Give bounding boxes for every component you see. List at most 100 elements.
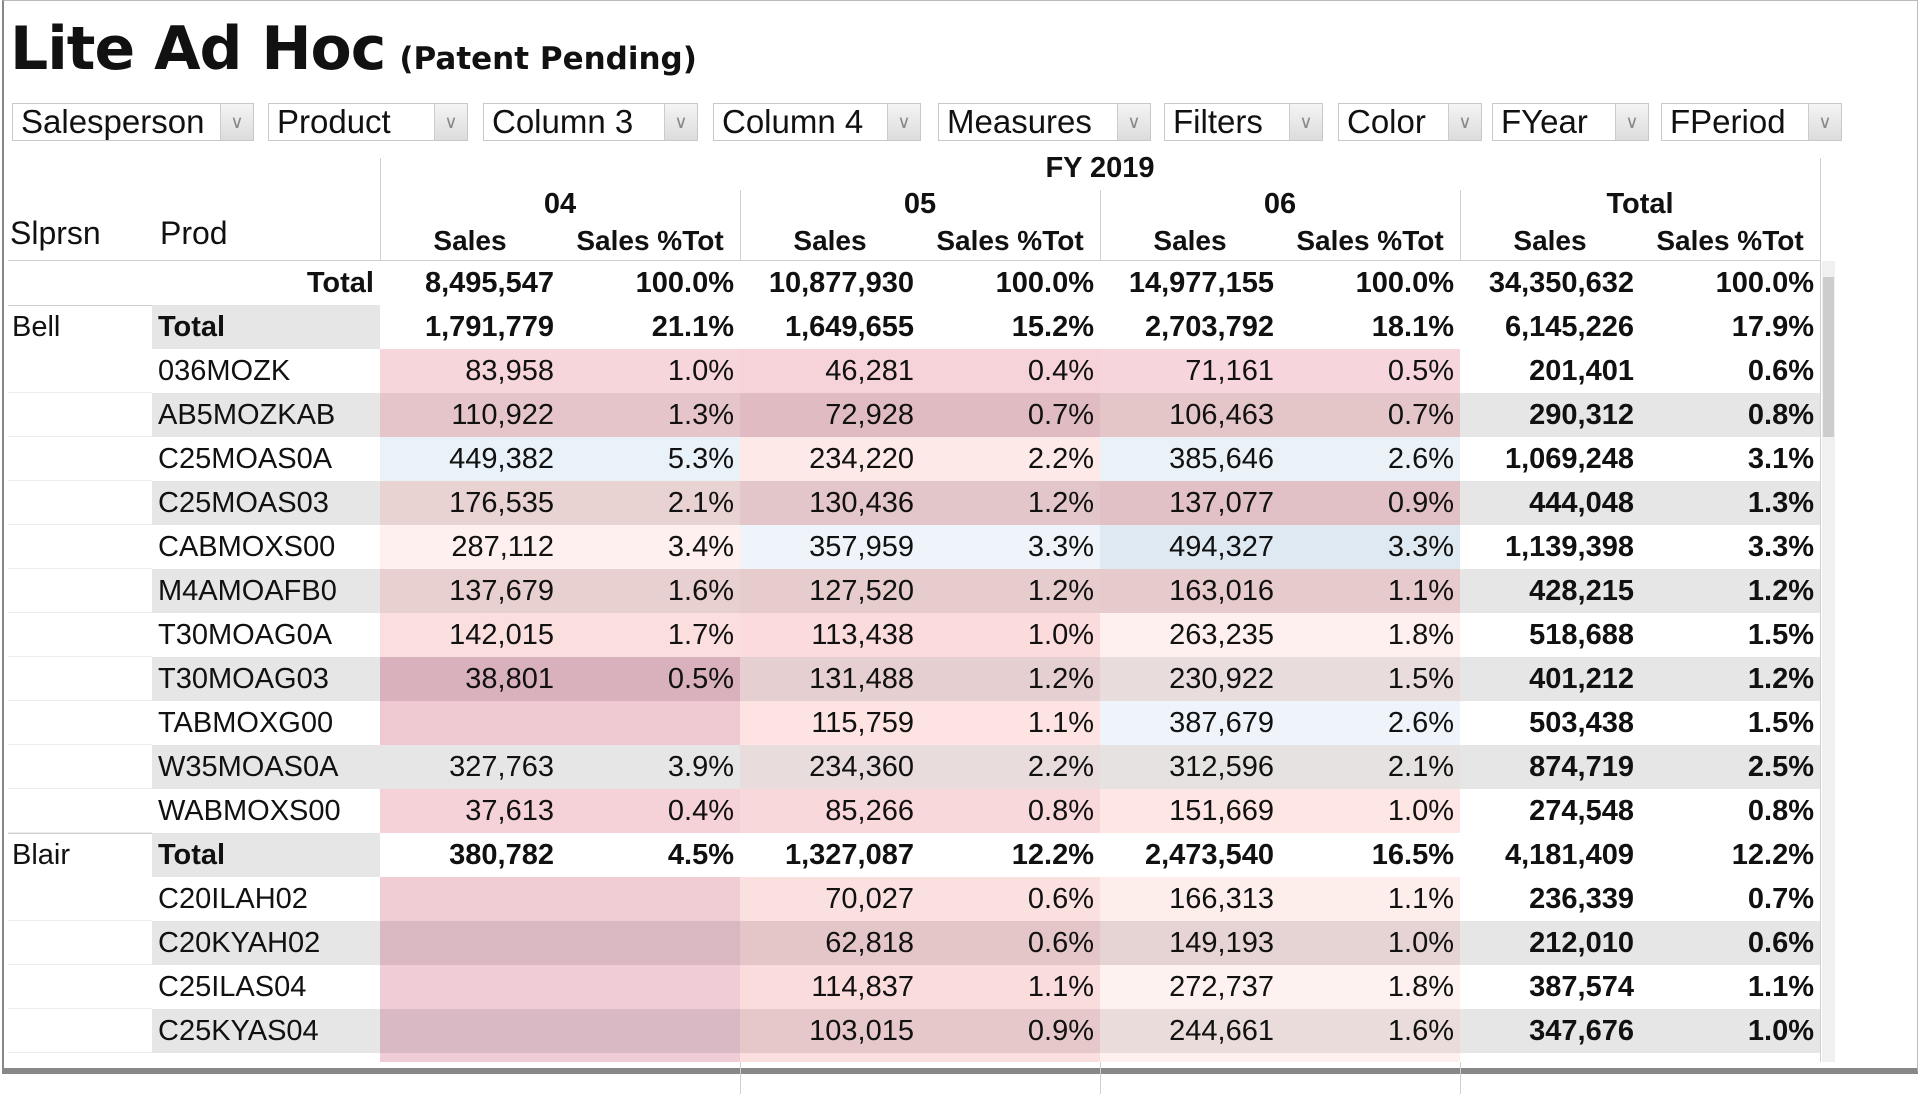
sales-value-cell: 71,161 [1185, 355, 1274, 387]
dropdown-fyear[interactable]: FYear ∨ [1492, 103, 1649, 141]
column-divider [1820, 158, 1821, 1062]
row-header-salesperson: Slprsn [10, 215, 101, 251]
dropdown-column-3[interactable]: Column 3 ∨ [483, 103, 698, 141]
table-row: 036MOZK 83,958 1.0% 46,281 0.4% 71,161 0.5% 201… [8, 349, 1820, 393]
sales-pct-cell: 3.9% [667, 751, 734, 783]
sales-value-cell: 72,928 [825, 399, 914, 431]
chevron-down-icon[interactable]: ∨ [434, 104, 467, 140]
sales-value-cell [380, 877, 560, 921]
sales-pct-cell: 0.5% [1387, 355, 1454, 387]
sales-value-cell: 113,438 [811, 619, 914, 651]
sales-pct-cell [1640, 1053, 1820, 1062]
sales-value-cell: 103,015 [809, 1015, 914, 1047]
dropdown-product[interactable]: Product ∨ [268, 103, 468, 141]
sales-value-cell: 127,520 [809, 575, 914, 607]
table-row: C20KYAH02 62,818 0.6% 149,193 1.0% 212,010 0.6… [8, 921, 1820, 965]
sales-pct-cell: 16.5% [1371, 839, 1454, 871]
sales-value-cell [380, 965, 560, 1009]
dropdown-fperiod[interactable]: FPeriod ∨ [1661, 103, 1842, 141]
sales-value-cell: 234,220 [809, 443, 914, 475]
table-row: C25MOAS03 176,535 2.1% 130,436 1.2% 137,077 0.… [8, 481, 1820, 525]
dropdown-color[interactable]: Color ∨ [1338, 103, 1482, 141]
sales-pct-cell: 0.6% [1747, 355, 1814, 387]
chevron-down-icon[interactable]: ∨ [664, 104, 697, 140]
dropdown-label: Color [1347, 103, 1426, 140]
sales-pct-cell: 4.5% [667, 839, 734, 871]
window-frame [2, 0, 1918, 1074]
sales-value-cell: 163,016 [1169, 575, 1274, 607]
table-row: C25MOAS0A 449,382 5.3% 234,220 2.2% 385,646 2.… [8, 437, 1820, 481]
chevron-down-icon[interactable]: ∨ [1808, 104, 1841, 140]
sales-value-cell [740, 1053, 920, 1062]
sales-pct-cell: 0.5% [667, 663, 734, 695]
period-header: 05 [903, 188, 937, 220]
vertical-scrollbar[interactable] [1822, 261, 1835, 1062]
sales-value-cell [1100, 1053, 1280, 1062]
sales-pct-cell: 2.2% [1027, 751, 1094, 783]
sales-value-cell [380, 1009, 560, 1053]
sales-value-cell: 10,877,930 [768, 267, 914, 299]
salesperson-cell [12, 261, 152, 305]
chevron-down-icon[interactable]: ∨ [220, 104, 253, 140]
salesperson-cell [12, 1053, 152, 1062]
product-cell: Total [152, 305, 380, 349]
sales-pct-cell: 1.3% [1747, 487, 1814, 519]
product-cell: WABMOXS00 [152, 789, 380, 833]
sales-value-cell: 449,382 [449, 443, 554, 475]
sales-value-cell: 312,596 [1169, 751, 1274, 783]
sales-value-cell: 62,818 [825, 927, 914, 959]
salesperson-cell [12, 701, 152, 745]
sales-value-cell: 2,473,540 [1144, 839, 1274, 871]
sales-pct-cell: 0.9% [1027, 1015, 1094, 1047]
measure-header-pct: Sales %Tot [576, 225, 724, 256]
dropdown-label: FPeriod [1670, 103, 1786, 140]
sales-value-cell: 110,922 [451, 399, 554, 431]
sales-value-cell: 8,495,547 [424, 267, 554, 299]
period-header: 06 [1263, 188, 1297, 220]
sales-value-cell: 70,027 [825, 883, 914, 915]
chevron-down-icon[interactable]: ∨ [887, 104, 920, 140]
salesperson-cell [12, 745, 152, 789]
measure-header-sales: Sales [793, 225, 867, 256]
dropdown-measures[interactable]: Measures ∨ [938, 103, 1151, 141]
salesperson-total-row: Blair Total 380,782 4.5% 1,327,087 12.2% 2,473… [8, 833, 1820, 877]
title-text: Lite Ad Hoc [10, 14, 386, 84]
sales-value-cell [380, 921, 560, 965]
sales-pct-cell: 1.6% [667, 575, 734, 607]
sales-pct-cell: 1.2% [1747, 575, 1814, 607]
sales-pct-cell: 0.6% [1027, 883, 1094, 915]
sales-pct-cell: 100.0% [1355, 267, 1454, 299]
sales-pct-cell: 2.1% [667, 487, 734, 519]
dropdown-filters[interactable]: Filters ∨ [1164, 103, 1323, 141]
app-title: Lite Ad Hoc (Patent Pending) [10, 14, 697, 84]
sales-pct-cell: 1.6% [1387, 1015, 1454, 1047]
sales-value-cell: 4,181,409 [1504, 839, 1634, 871]
sales-value-cell: 357,959 [809, 531, 914, 563]
grand-total-row: Total 8,495,547 100.0% 10,877,930 100.0% 14,9… [8, 261, 1820, 305]
measure-header-sales: Sales [1513, 225, 1587, 256]
chevron-down-icon[interactable]: ∨ [1117, 104, 1150, 140]
product-cell: C20ILAH02 [152, 877, 380, 921]
sales-value-cell: 130,436 [809, 487, 914, 519]
chevron-down-icon[interactable]: ∨ [1289, 104, 1322, 140]
table-row [8, 1053, 1820, 1062]
product-cell: C25ILAS04 [152, 965, 380, 1009]
product-cell [152, 1053, 380, 1062]
sales-value-cell: 137,077 [1169, 487, 1274, 519]
sales-value-cell: 166,313 [1169, 883, 1274, 915]
chevron-down-icon[interactable]: ∨ [1615, 104, 1648, 140]
sales-value-cell: 106,463 [1169, 399, 1274, 431]
sales-value-cell: 14,977,155 [1128, 267, 1274, 299]
dropdown-column-4[interactable]: Column 4 ∨ [713, 103, 921, 141]
product-cell: Total [152, 833, 380, 877]
dropdown-salesperson[interactable]: Salesperson ∨ [12, 103, 254, 141]
product-cell: C25MOAS03 [152, 481, 380, 525]
measure-header-pct: Sales %Tot [1656, 225, 1804, 256]
salesperson-cell [12, 437, 152, 481]
salesperson-cell [12, 613, 152, 657]
table-row: WABMOXS00 37,613 0.4% 85,266 0.8% 151,669 1.0%… [8, 789, 1820, 833]
chevron-down-icon[interactable]: ∨ [1448, 104, 1481, 140]
period-header: 04 [543, 188, 577, 220]
scrollbar-thumb[interactable] [1823, 277, 1834, 437]
sales-pct-cell: 2.5% [1747, 751, 1814, 783]
